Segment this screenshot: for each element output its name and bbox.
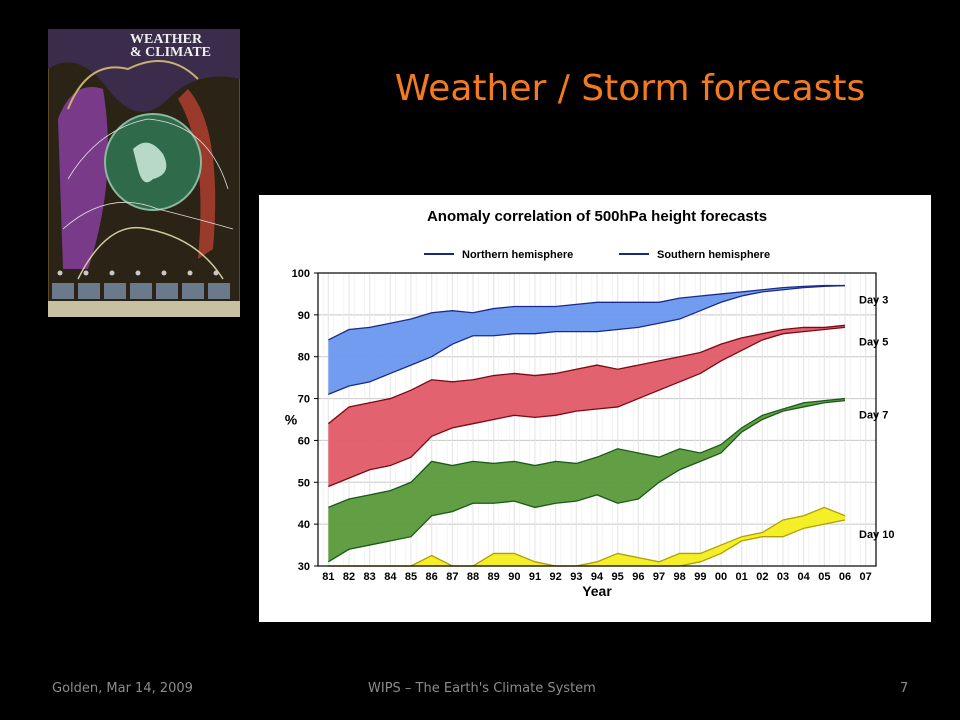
x-tick-label: 06 bbox=[839, 571, 851, 583]
slide-title: Weather / Storm forecasts bbox=[394, 68, 866, 109]
x-tick-label: 00 bbox=[715, 571, 727, 583]
line-day-3-northern bbox=[328, 284, 845, 341]
line-day-10-northern bbox=[328, 506, 846, 567]
x-tick-label: 85 bbox=[405, 571, 417, 583]
weather-climate-poster: WEATHER & CLIMATE bbox=[48, 29, 240, 317]
series-label-day-10: Day 10 bbox=[859, 529, 894, 541]
x-tick-label: 89 bbox=[488, 571, 500, 583]
x-tick-label: 99 bbox=[694, 571, 706, 583]
x-tick-label: 87 bbox=[446, 571, 458, 583]
x-tick-label: 83 bbox=[364, 571, 376, 583]
poster-title-line2: & CLIMATE bbox=[130, 45, 211, 60]
y-tick-label: 60 bbox=[298, 435, 310, 447]
x-tick-label: 81 bbox=[322, 571, 334, 583]
chart-panel: Anomaly correlation of 500hPa height for… bbox=[259, 195, 931, 622]
x-tick-label: 01 bbox=[736, 571, 748, 583]
x-tick-label: 05 bbox=[818, 571, 830, 583]
x-tick-label: 84 bbox=[384, 571, 397, 583]
band-day-10 bbox=[328, 507, 845, 566]
y-tick-label: 30 bbox=[298, 561, 310, 573]
band-day-3 bbox=[328, 285, 845, 395]
line-day-5-northern bbox=[327, 324, 846, 425]
y-tick-label: 40 bbox=[298, 519, 310, 531]
x-tick-label: 97 bbox=[653, 571, 665, 583]
band-day-5 bbox=[328, 325, 845, 487]
x-tick-label: 91 bbox=[529, 571, 541, 583]
page-number: 7 bbox=[900, 681, 909, 696]
x-tick-label: 93 bbox=[570, 571, 582, 583]
x-tick-label: 02 bbox=[756, 571, 768, 583]
y-tick-label: 50 bbox=[298, 477, 310, 489]
footer-date: Golden, Mar 14, 2009 bbox=[52, 681, 193, 696]
y-tick-label: 90 bbox=[298, 310, 310, 322]
plot-frame bbox=[317, 272, 877, 567]
anomaly-correlation-chart: Anomaly correlation of 500hPa height for… bbox=[285, 208, 895, 599]
x-tick-label: 88 bbox=[467, 571, 479, 583]
x-tick-label: 04 bbox=[798, 571, 811, 583]
x-tick-label: 98 bbox=[674, 571, 686, 583]
y-tick-label: 70 bbox=[298, 394, 310, 406]
legend-label-northern: Northern hemisphere bbox=[462, 249, 573, 261]
x-tick-label: 90 bbox=[508, 571, 520, 583]
line-day-5-southern bbox=[328, 326, 846, 488]
band-day-7 bbox=[328, 398, 845, 562]
x-tick-label: 86 bbox=[426, 571, 438, 583]
line-day-7-northern bbox=[328, 397, 846, 509]
series-label-day-5: Day 5 bbox=[859, 336, 888, 348]
x-tick-label: 07 bbox=[860, 571, 872, 583]
x-tick-label: 03 bbox=[777, 571, 789, 583]
series-label-day-3: Day 3 bbox=[859, 295, 888, 307]
legend-label-southern: Southern hemisphere bbox=[657, 249, 770, 261]
x-tick-label: 94 bbox=[591, 571, 604, 583]
line-day-7-southern bbox=[327, 400, 846, 563]
y-tick-label: 80 bbox=[298, 352, 310, 364]
footer-title: WIPS – The Earth's Climate System bbox=[368, 681, 596, 696]
chart-title: Anomaly correlation of 500hPa height for… bbox=[427, 208, 767, 225]
y-tick-label: 100 bbox=[292, 268, 310, 280]
y-axis-label: % bbox=[285, 412, 298, 428]
line-day-3-southern bbox=[328, 284, 846, 395]
x-axis-label: Year bbox=[582, 583, 612, 599]
series-label-day-7: Day 7 bbox=[859, 410, 888, 422]
x-tick-label: 95 bbox=[612, 571, 624, 583]
x-tick-label: 82 bbox=[343, 571, 355, 583]
x-tick-label: 96 bbox=[632, 571, 644, 583]
poster-title-line1: WEATHER bbox=[130, 32, 203, 47]
x-tick-label: 92 bbox=[550, 571, 562, 583]
